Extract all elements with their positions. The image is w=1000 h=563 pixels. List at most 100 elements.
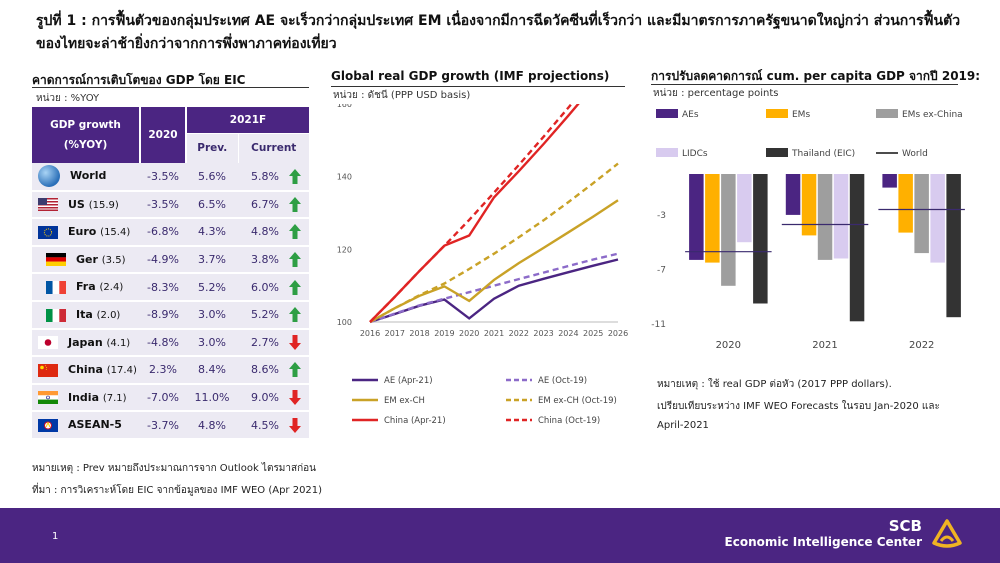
bar-footnote-3: April-2021 — [657, 420, 709, 431]
x-tick-label: 2026 — [608, 329, 628, 338]
y-tick-label: 140 — [337, 173, 352, 182]
bar — [849, 174, 865, 322]
up-arrow-icon — [289, 224, 301, 240]
country-cell: US (15.9) — [32, 190, 140, 220]
italy-flag-icon — [46, 308, 66, 322]
header-prev: Prev. — [186, 133, 239, 163]
value-2020: -4.8% — [140, 328, 186, 358]
country-weight: (7.1) — [102, 392, 127, 404]
legend-label: AEs — [682, 110, 699, 120]
value-prev: 3.0% — [186, 328, 238, 358]
header-2020: 2020 — [140, 107, 187, 163]
line-chart-title: Global real GDP growth (IMF projections) — [331, 69, 610, 83]
legend-swatch — [766, 148, 788, 157]
value-current: 5.8% — [251, 169, 279, 183]
table-row: Euro (15.4) -6.8% 4.3% 4.8% — [32, 218, 309, 247]
globe-icon — [38, 165, 60, 188]
legend-label: World — [902, 149, 928, 159]
series-line — [369, 258, 619, 324]
table-heading-rule — [32, 87, 309, 88]
bar-chart: AEs EMs EMs ex-China LIDCs Thailand (EIC) Wor… — [651, 109, 965, 351]
value-2020: -4.9% — [140, 245, 186, 275]
header-2021f: 2021F — [186, 107, 309, 134]
brand-name: SCB — [888, 517, 922, 535]
value-current-cell: 4.5% — [238, 411, 309, 440]
line-chart-unit: หน่วย : ดัชนี (PPP USD basis) — [333, 90, 471, 101]
china-flag-icon — [38, 363, 58, 377]
country-cell: ASEAN-5 — [32, 411, 140, 440]
x-tick-label: 2018 — [409, 329, 429, 338]
page-title: รูปที่ 1 : การฟื้นตัวของกลุ่มประเทศ AE จ… — [36, 10, 960, 56]
bar — [689, 174, 704, 260]
x-tick-label: 2022 — [509, 329, 529, 338]
down-arrow-icon — [289, 417, 301, 433]
bar — [882, 174, 897, 188]
bar — [914, 174, 929, 254]
legend-label: LIDCs — [682, 149, 708, 159]
gdp-growth-table: GDP growth (%YOY) 2020 2021F Prev. Curre… — [32, 107, 309, 440]
us-flag-icon — [38, 198, 58, 212]
table-row: ASEAN-5 -3.7% 4.8% 4.5% — [32, 411, 309, 440]
country-weight: (3.5) — [101, 254, 126, 266]
value-2020: -8.9% — [140, 300, 186, 330]
table-row: Fra (2.4) -8.3% 5.2% 6.0% — [32, 273, 309, 302]
france-flag-icon — [46, 280, 66, 294]
country-weight: (15.4) — [100, 227, 131, 239]
value-2020: -3.7% — [140, 411, 186, 440]
country-cell: Ita (2.0) — [32, 300, 140, 330]
x-tick-label: 2024 — [558, 329, 578, 338]
value-current-cell: 5.2% — [238, 300, 309, 330]
bar-chart-rule — [651, 84, 958, 85]
value-2020: -3.5% — [140, 190, 186, 220]
up-arrow-icon — [289, 362, 301, 378]
legend-label: EMs — [792, 110, 810, 120]
bar — [721, 174, 736, 286]
country-cell: Japan (4.1) — [32, 328, 140, 358]
series-line — [369, 199, 619, 324]
value-prev: 5.2% — [186, 273, 238, 302]
bar-footnote-2: เปรียบเทียบระหว่าง IMF WEO Forecasts ในร… — [657, 401, 940, 412]
table-row: Japan (4.1) -4.8% 3.0% 2.7% — [32, 328, 309, 358]
y-tick-label: 160 — [337, 104, 352, 109]
bar — [705, 174, 720, 263]
brand-center: Economic Intelligence Center — [724, 535, 922, 549]
value-current: 4.8% — [251, 225, 279, 239]
source-note: ที่มา : การวิเคราะห์โดย EIC จากข้อมูลของ… — [32, 485, 323, 496]
country-weight: (15.9) — [88, 199, 119, 211]
bar-chart-unit: หน่วย : percentage points — [653, 88, 779, 99]
bar — [898, 174, 913, 233]
country-cell: China (17.4) — [32, 356, 140, 385]
value-current-cell: 6.0% — [238, 273, 309, 302]
legend-swatch — [656, 148, 678, 157]
table-row: Ita (2.0) -8.9% 3.0% 5.2% — [32, 300, 309, 330]
value-prev: 3.0% — [186, 300, 238, 330]
x-tick-label: 2020 — [716, 340, 741, 351]
country-name: India — [68, 390, 99, 404]
footer-bar: 1 SCB Economic Intelligence Center — [0, 508, 1000, 563]
y-tick-label: -11 — [651, 320, 666, 330]
asean-flag-icon — [38, 418, 58, 432]
india-flag-icon — [38, 391, 58, 405]
x-tick-label: 2025 — [583, 329, 603, 338]
line-chart-rule — [331, 86, 625, 87]
value-current-cell: 5.8% — [238, 163, 309, 192]
country-weight: (17.4) — [106, 365, 137, 377]
country-name: World — [70, 169, 107, 183]
germany-flag-icon — [46, 253, 66, 267]
country-name: Fra — [76, 280, 96, 294]
country-name: Ger — [76, 252, 98, 266]
legend-label: AE (Oct-19) — [538, 376, 587, 386]
legend-swatch — [766, 109, 788, 118]
value-current: 3.8% — [251, 253, 279, 267]
value-2020: -7.0% — [140, 383, 186, 413]
value-current-cell: 4.8% — [238, 218, 309, 247]
y-tick-label: 100 — [337, 318, 352, 327]
table-row: US (15.9) -3.5% 6.5% 6.7% — [32, 190, 309, 220]
bar — [801, 174, 817, 236]
japan-flag-icon — [38, 336, 58, 350]
value-2020: -3.5% — [140, 163, 186, 192]
header-current: Current — [238, 133, 309, 163]
country-cell: World — [32, 163, 140, 192]
country-cell: Ger (3.5) — [32, 245, 140, 275]
country-cell: India (7.1) — [32, 383, 140, 413]
